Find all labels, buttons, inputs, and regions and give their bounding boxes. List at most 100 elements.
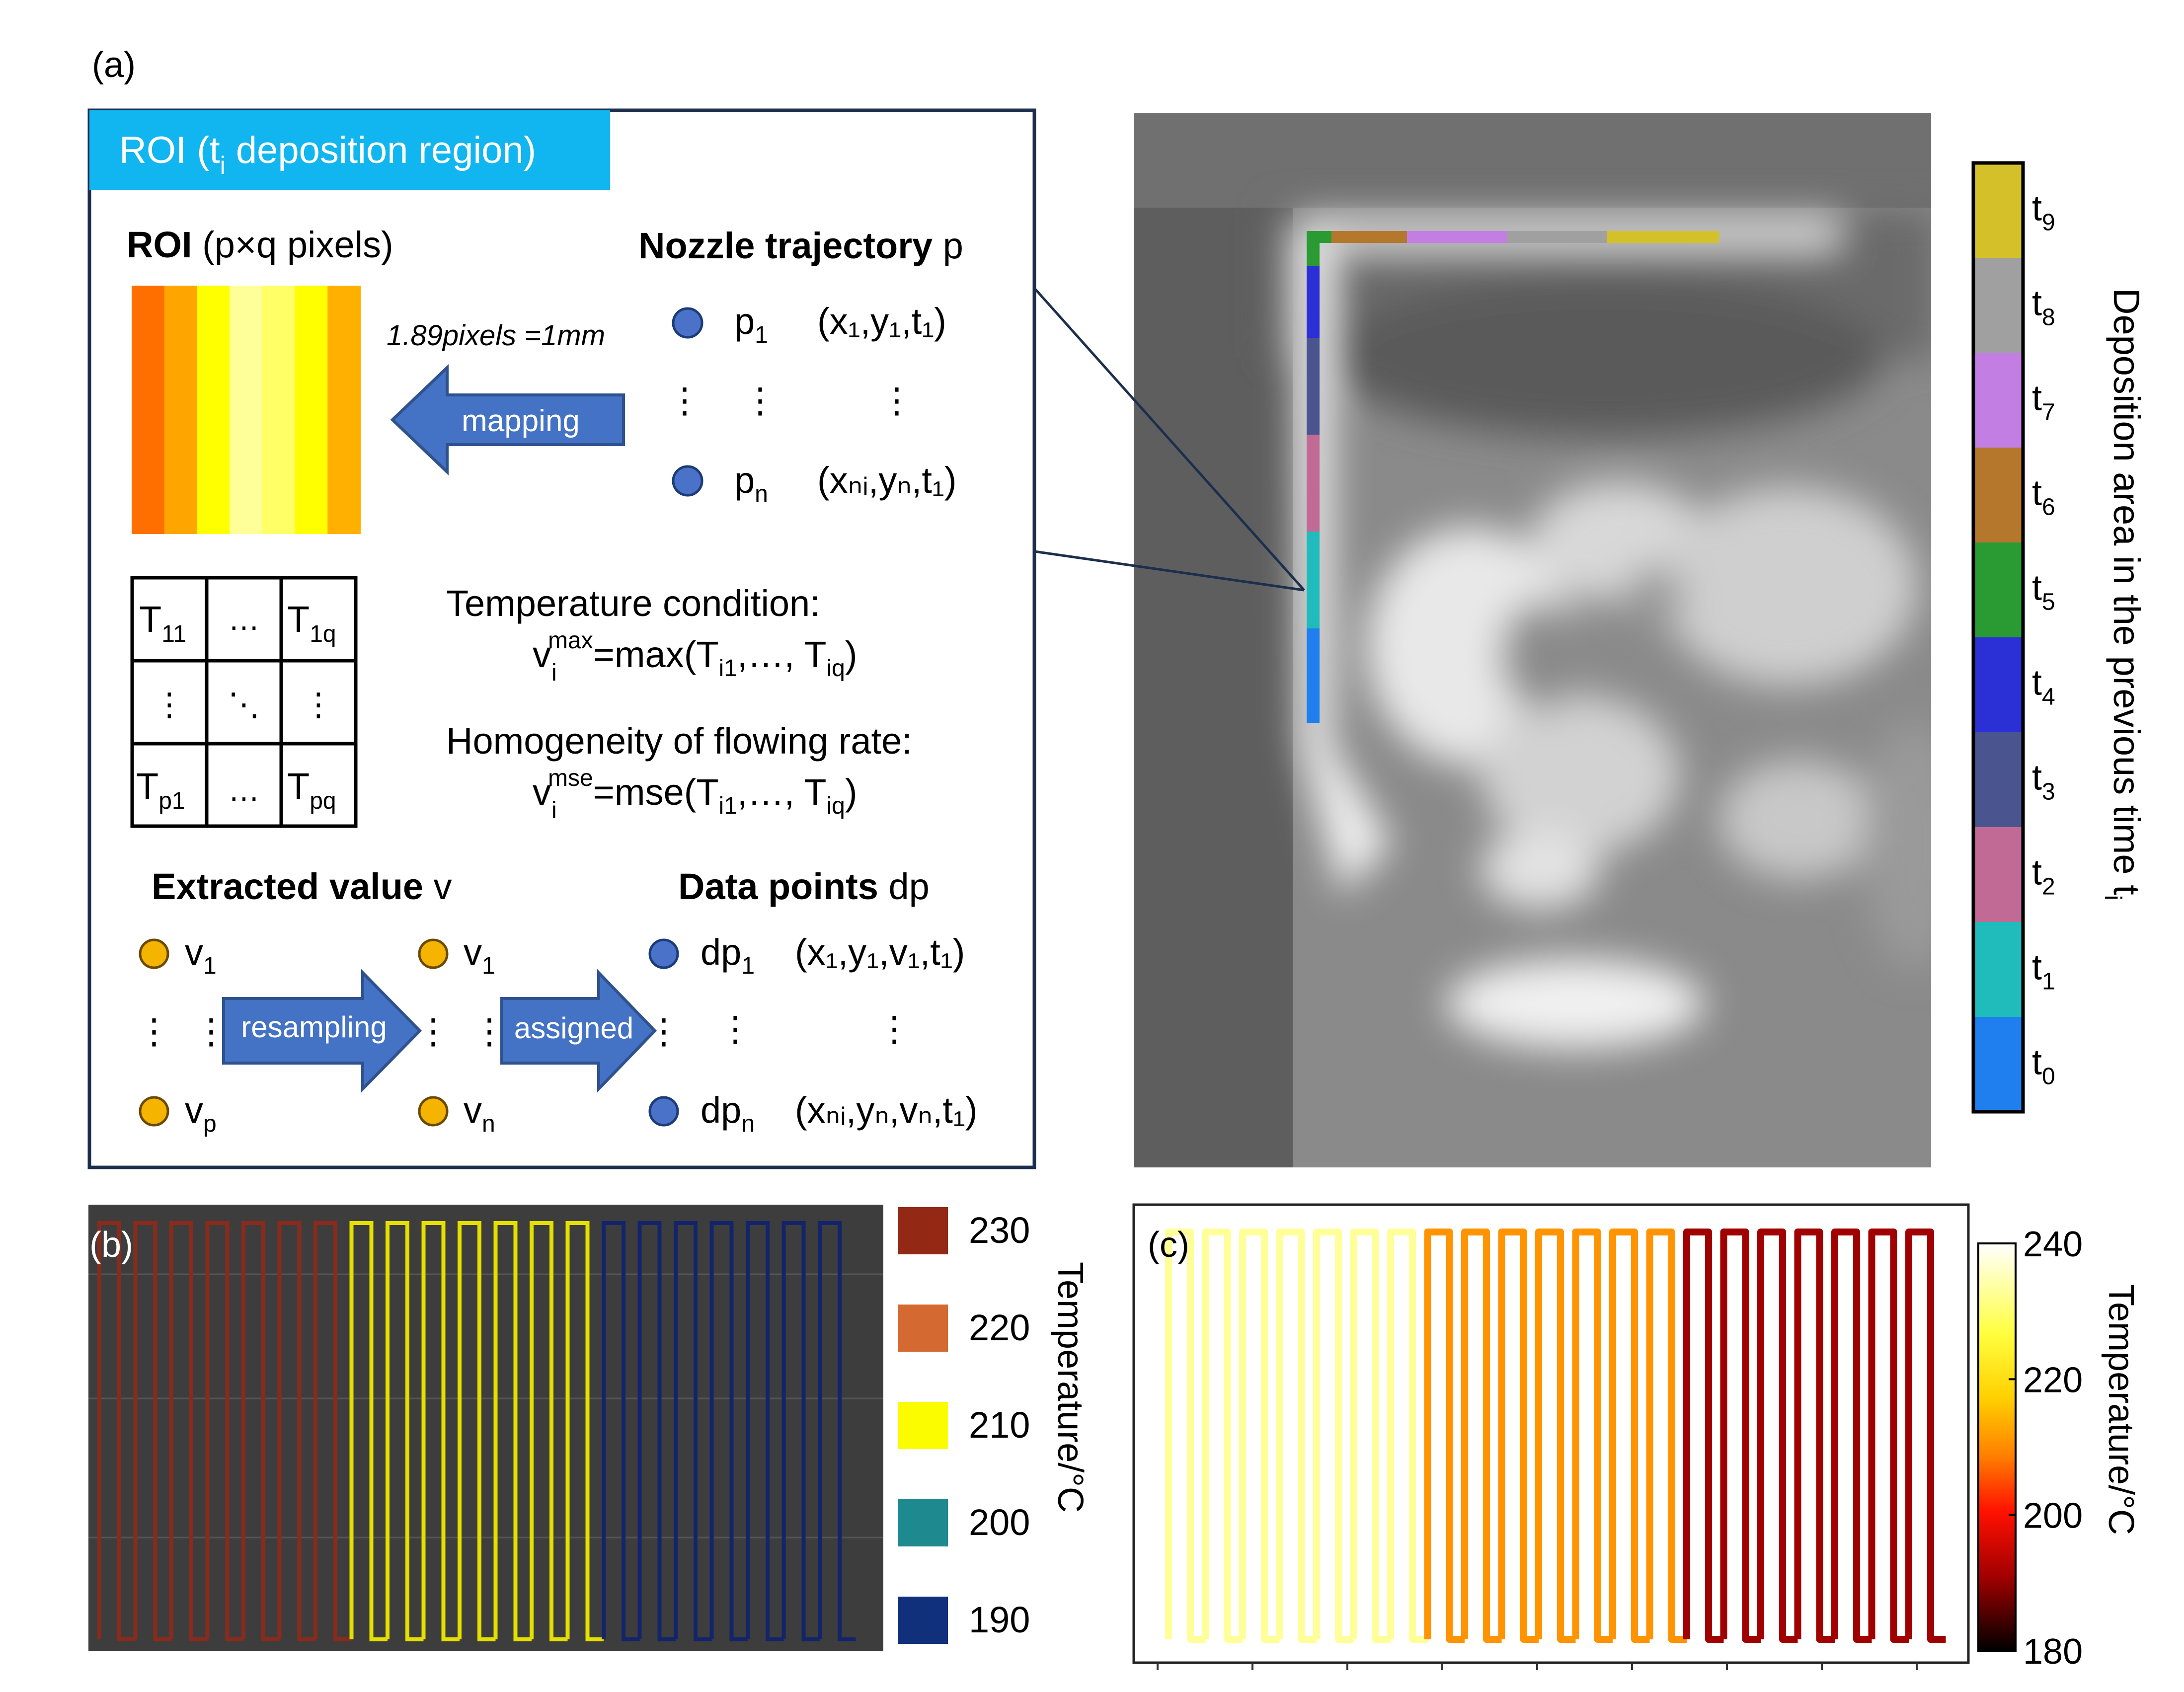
toolpath-loop — [1535, 1229, 1576, 1643]
ellipsis: ⋮ — [718, 1009, 753, 1048]
matrix-t1q: T1q — [287, 599, 336, 647]
panel-b-grid — [88, 1273, 883, 1538]
nozzle-path-overlay — [1307, 231, 1719, 723]
formula-sub-i: i — [551, 660, 557, 686]
nozzle-segment — [1307, 231, 1331, 243]
pn-coord: (xₙᵢ,yₙ,t₁) — [817, 460, 957, 501]
deposition-legend-border — [1971, 161, 2025, 1114]
vn-label: vn — [464, 1089, 495, 1137]
resampling-label: resampling — [241, 1010, 387, 1044]
colorbar-tick-label: 220 — [2023, 1360, 2083, 1400]
toolpath-loop — [637, 1221, 676, 1641]
deposition-legend-swatch — [1973, 542, 2023, 638]
dpn-label: dpn — [701, 1089, 755, 1137]
toolpath-loop — [781, 1221, 820, 1641]
p1-label: p1 — [734, 301, 768, 348]
toolpath-loop — [1757, 1229, 1798, 1643]
matrix-dots: ⋱ — [228, 687, 260, 722]
toolpath-loop — [1905, 1229, 1946, 1643]
datapoints-heading: Data points dp — [678, 866, 930, 907]
v1-dot — [418, 938, 449, 969]
deposition-legend-label: t5 — [2032, 568, 2055, 615]
panel-c-frame — [1132, 1203, 1970, 1664]
p1-coord: (x₁,y₁,t₁) — [817, 301, 946, 342]
ellipsis: ⋮ — [416, 1012, 451, 1051]
toolpath-loop — [1387, 1229, 1428, 1643]
p1-dot — [672, 307, 703, 339]
matrix-dots: ⋮ — [303, 687, 334, 722]
deposition-legend-swatch — [1973, 732, 2023, 828]
panel-b-legend-swatch — [898, 1305, 948, 1352]
toolpath-loop — [746, 1221, 784, 1641]
nozzle-segment — [1307, 266, 1320, 338]
matrix-t11: T11 — [139, 599, 186, 647]
nozzle-segment — [1307, 338, 1320, 435]
toolpath-loop — [1572, 1229, 1613, 1643]
callout-line — [1034, 550, 1305, 592]
panel-c-label: (c) — [1148, 1225, 1189, 1265]
toolpath-loop — [1313, 1229, 1354, 1643]
colorbar-tick-label: 200 — [2023, 1496, 2083, 1536]
deposition-legend-swatch — [1973, 637, 2023, 733]
toolpath-loop — [1646, 1229, 1687, 1643]
toolpath-loop — [458, 1221, 496, 1641]
deposition-legend-swatch — [1973, 922, 2023, 1017]
panel-b-legend-label: 220 — [969, 1307, 1030, 1348]
panel-c-colorbar — [1977, 1242, 2017, 1652]
toolpath-loop — [1831, 1229, 1872, 1643]
deposition-legend-label: t0 — [2032, 1043, 2055, 1090]
deposition-legend-label: t6 — [2032, 473, 2055, 521]
toolpath-loop — [818, 1221, 856, 1641]
nozzle-heading: Nozzle trajectory p — [638, 225, 963, 266]
assigned-label: assigned — [514, 1011, 633, 1045]
toolpath-loop — [421, 1221, 460, 1641]
homogeneity-title: Homogeneity of flowing rate: — [446, 720, 912, 762]
nozzle-segment — [1331, 231, 1407, 243]
vp-label: vp — [185, 1089, 217, 1137]
matrix-tpq: Tpq — [287, 766, 336, 814]
panel-b-legend-label: 230 — [969, 1210, 1030, 1251]
matrix-dots: … — [228, 772, 260, 808]
toolpath-loop — [169, 1221, 208, 1641]
ellipsis: ⋮ — [137, 1012, 171, 1051]
deposition-legend-swatch — [1973, 827, 2023, 923]
homogeneity-formula: vmse=mse(Ti1,…, Tiq) — [533, 765, 857, 819]
roi-strip-column — [295, 286, 328, 534]
toolpath-loop — [133, 1221, 171, 1641]
panel-c-toolpath — [1165, 1229, 1946, 1643]
panel-b-legend-label: 190 — [969, 1599, 1030, 1640]
roi-heading: ROI (p×q pixels) — [127, 224, 393, 265]
roi-tab-title: ROI (ti deposition region) — [119, 129, 536, 179]
pn-dot — [672, 465, 703, 497]
panel-b-legend-swatch — [898, 1499, 948, 1546]
deposition-legend: t9 t8 t7 t6 t5 t4 t3 t2 t1 t0 — [1971, 161, 2055, 1114]
vn-dot — [418, 1096, 449, 1127]
toolpath-loop — [313, 1221, 352, 1641]
panel-b-legend-swatch — [898, 1597, 948, 1644]
toolpath-loop — [1165, 1229, 1206, 1643]
roi-strip-column — [197, 286, 231, 534]
toolpath-loop — [1720, 1229, 1761, 1643]
deposition-legend-label: t9 — [2032, 189, 2055, 236]
toolpath-loop — [709, 1221, 748, 1641]
dp1-coord: (x₁,y₁,v₁,t₁) — [795, 931, 965, 973]
toolpath-loop — [1609, 1229, 1650, 1643]
nozzle-segment — [1307, 435, 1320, 532]
toolpath-loop — [1683, 1229, 1724, 1643]
toolpath-loop — [1794, 1229, 1835, 1643]
ellipsis: ⋮ — [667, 381, 702, 420]
formula-sub-i: i — [551, 797, 557, 824]
roi-strip-column — [230, 286, 263, 534]
deposition-legend-label: t7 — [2032, 379, 2055, 426]
panel-b-legend-title: Temperature/°C — [1050, 1262, 1090, 1513]
v1-label: v1 — [185, 931, 217, 979]
panel-b-legend-swatch — [898, 1402, 948, 1449]
panel-b-legend: 230 220 210 200 190 — [898, 1207, 1030, 1644]
roi-strip-column — [327, 286, 361, 534]
pn-label: pn — [734, 460, 768, 507]
panel-b-legend-label: 200 — [969, 1502, 1030, 1543]
toolpath-loop — [1276, 1229, 1317, 1643]
deposition-legend-title: Deposition area in the previous time ti — [2100, 288, 2147, 900]
deposition-legend-label: t3 — [2032, 758, 2055, 805]
